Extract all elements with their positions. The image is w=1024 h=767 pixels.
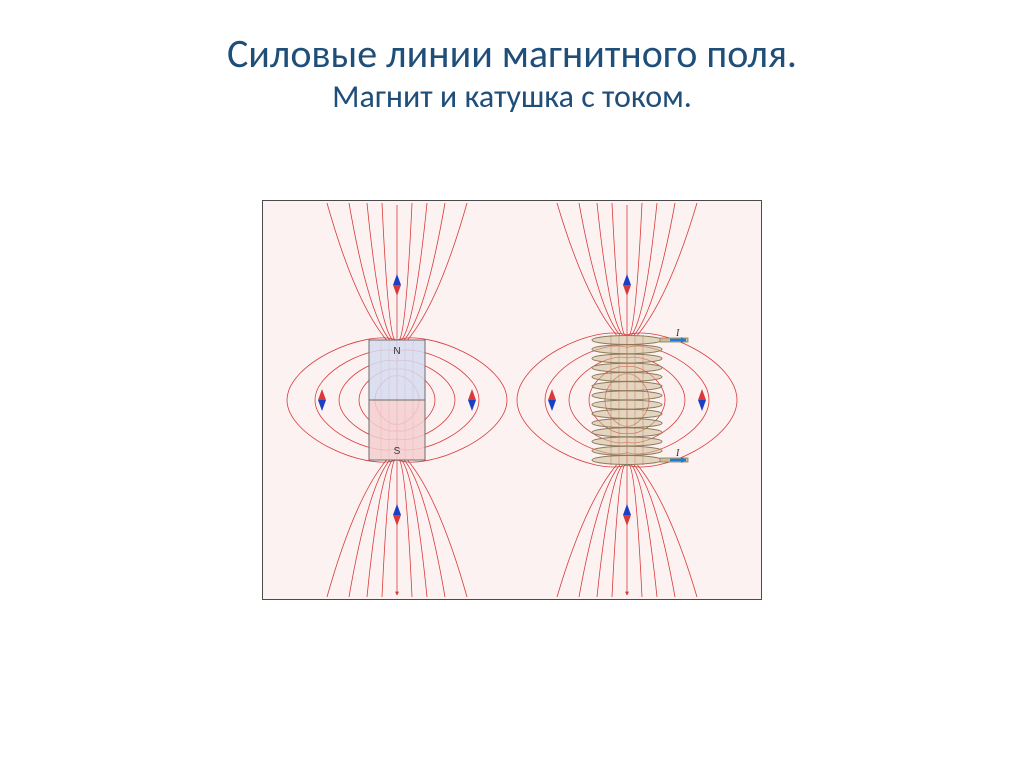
slide-title: Силовые линии магнитного поля. Магнит и … — [0, 0, 1024, 116]
svg-text:S: S — [394, 446, 401, 457]
figure-container: N S I I — [262, 200, 762, 600]
title-line-1: Силовые линии магнитного поля. — [0, 30, 1024, 78]
svg-text:I: I — [675, 448, 680, 459]
title-line-2: Магнит и катушка с током. — [0, 78, 1024, 116]
svg-text:I: I — [675, 328, 680, 339]
field-lines-diagram: N S I I — [262, 200, 762, 600]
svg-text:N: N — [393, 346, 400, 357]
slide: Силовые линии магнитного поля. Магнит и … — [0, 0, 1024, 767]
